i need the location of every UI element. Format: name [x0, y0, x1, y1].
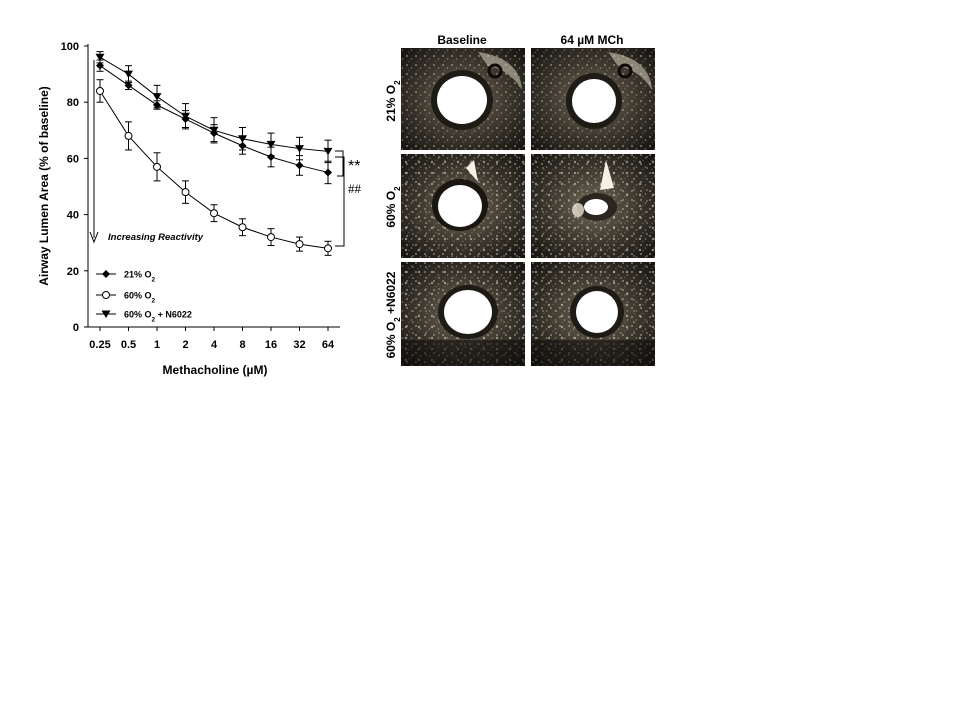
- data-point: [96, 86, 104, 95]
- legend-label: 60% O2: [124, 291, 156, 305]
- col-title-baseline: Baseline: [437, 33, 487, 47]
- data-point: [153, 162, 161, 171]
- x-tick-label: 32: [293, 339, 305, 351]
- data-point: [102, 291, 110, 299]
- data-point: [124, 81, 133, 90]
- col-title-mch: 64 µM MCh: [561, 33, 624, 47]
- series-layer: [95, 51, 333, 256]
- legend: 21% O2 60% O2 60% O2 + N6022: [96, 270, 192, 324]
- y-tick-label: 80: [67, 97, 79, 109]
- data-point: [95, 53, 105, 62]
- micrograph-n6022-mch: [531, 262, 655, 366]
- micrograph-60-baseline: [401, 154, 525, 258]
- data-point: [181, 188, 190, 197]
- reactivity-label: Increasing Reactivity: [108, 232, 204, 243]
- x-tick-label: 0.25: [89, 339, 110, 351]
- micrograph-21-baseline: [401, 48, 525, 150]
- x-tick-label: 0.5: [121, 339, 136, 351]
- data-point: [323, 147, 333, 156]
- data-point: [295, 240, 304, 249]
- data-point: [101, 310, 111, 318]
- series-3: [95, 51, 333, 164]
- data-point: [152, 93, 162, 101]
- data-point: [102, 270, 110, 278]
- reactivity-arrowhead: [89, 231, 99, 244]
- micrograph-n6022-baseline: [401, 262, 525, 366]
- data-point: [124, 131, 133, 140]
- data-point: [295, 145, 304, 153]
- data-point: [324, 244, 332, 253]
- x-tick-label: 8: [239, 339, 245, 351]
- series-2: [96, 79, 332, 256]
- y-axis-label: Airway Lumen Area (% of baseline): [37, 86, 51, 286]
- series-line: [99, 90, 329, 249]
- legend-label: 21% O2: [124, 270, 156, 284]
- data-point: [124, 70, 133, 79]
- x-tick-label: 16: [265, 339, 277, 351]
- x-tick-label: 64: [322, 339, 335, 351]
- dose-response-chart: 0 20 40 60 80 100 0.25 0.5 1 2 4 8 16 32 64 Airway Lu…: [37, 41, 362, 377]
- y-tick-label: 20: [67, 266, 79, 278]
- micrograph-panel: Baseline 64 µM MCh 21% O2 60% O2 60% O2 …: [384, 33, 655, 366]
- data-point: [238, 135, 247, 143]
- data-point: [267, 152, 275, 161]
- y-tick-label: 60: [67, 153, 79, 165]
- data-point: [324, 168, 332, 177]
- y-ticks: 0 20 40 60 80 100: [61, 41, 88, 334]
- sig-label-2: ##: [348, 181, 362, 196]
- data-point: [210, 209, 218, 218]
- row-label-60-o2-n6022: 60% O2 +N6022: [384, 271, 402, 358]
- sig-bracket-2: [335, 156, 345, 247]
- x-tick-label: 1: [154, 339, 160, 351]
- sig-label-1: **: [348, 158, 360, 175]
- x-tick-label: 4: [211, 339, 218, 351]
- micrograph-21-mch: [531, 48, 655, 150]
- y-tick-label: 0: [73, 322, 79, 334]
- micrograph-60-mch: [531, 154, 655, 258]
- data-point: [238, 223, 247, 232]
- x-axis-label: Methacholine (µM): [163, 363, 268, 377]
- row-label-60-o2: 60% O2: [384, 186, 402, 228]
- data-point: [209, 126, 219, 135]
- data-point: [266, 140, 276, 149]
- data-point: [295, 161, 304, 170]
- y-tick-label: 100: [61, 41, 79, 53]
- y-tick-label: 40: [67, 210, 79, 222]
- x-ticks: 0.25 0.5 1 2 4 8 16 32 64: [89, 327, 335, 351]
- legend-label: 60% O2 + N6022: [124, 310, 192, 324]
- sig-bracket-1: [335, 150, 344, 177]
- x-tick-label: 2: [182, 339, 188, 351]
- row-label-21-o2: 21% O2: [384, 80, 402, 122]
- data-point: [96, 61, 104, 70]
- data-point: [267, 233, 275, 242]
- data-point: [181, 112, 190, 121]
